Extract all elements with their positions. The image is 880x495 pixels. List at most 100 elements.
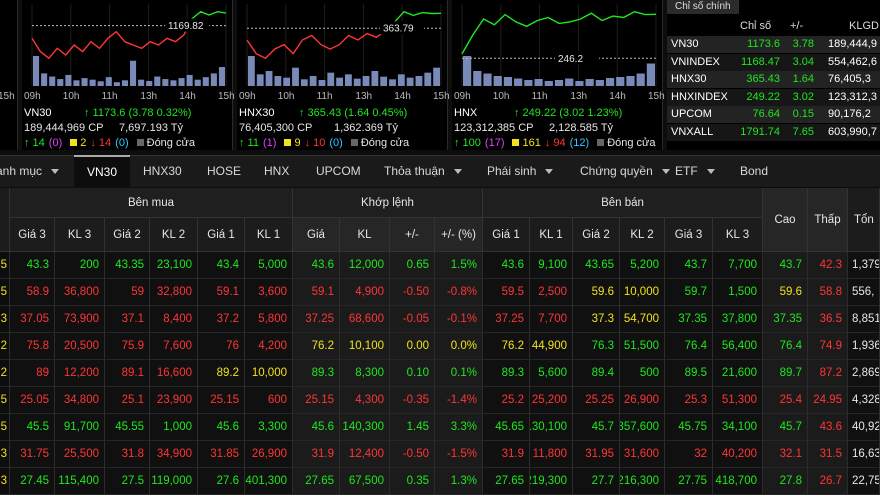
time-label: 09h	[454, 91, 471, 102]
index-value: 1791.74	[740, 126, 780, 138]
board-cell-text: 37.35	[773, 313, 802, 325]
volume-bar	[424, 72, 432, 86]
board-cell-text: 89	[36, 367, 49, 379]
board-cell-text: 8,400	[163, 313, 192, 325]
tab[interactable]: HOSE	[207, 155, 241, 187]
index-name-text: UPCOM	[671, 108, 712, 120]
table-header-text: Chỉ số	[740, 20, 772, 32]
board-cell: 27.65	[293, 468, 340, 495]
tab-bar	[0, 155, 880, 187]
reference-label: 246.2	[558, 54, 583, 65]
board-cell: 5,800	[245, 306, 293, 333]
board-cell: 43.7	[763, 252, 808, 279]
index-volume: 123,312,3	[828, 91, 877, 103]
tab-active[interactable]: VN30	[74, 155, 131, 187]
board-cell: 1.45	[390, 414, 435, 441]
board-cell: 59.7	[665, 279, 713, 306]
board-cell-text: 45.55	[115, 421, 144, 433]
board-cell-text: 59.1	[216, 286, 239, 298]
index-change-text: ↑ 1173.6 (3.78 0.32%)	[84, 107, 192, 119]
time-label: 13h	[570, 91, 587, 102]
board-cell: 76.4	[763, 333, 808, 360]
board-cell: 10,100	[340, 333, 390, 360]
board-cell: 59.1	[293, 279, 340, 306]
tab[interactable]: anh mục	[0, 155, 60, 187]
index-change-text: ↑ 249.22 (3.02 1.23%)	[514, 107, 623, 119]
board-cell: 51,500	[620, 333, 665, 360]
board-cell: 130,100	[530, 414, 573, 441]
board-cell: 59.5	[483, 279, 530, 306]
board-cell: 58.9	[10, 279, 55, 306]
board-cell-text: 25,200	[531, 394, 567, 406]
table-tab: Chỉ số chính	[667, 0, 739, 14]
column-header-text: Giá 1	[207, 228, 235, 241]
board-cell-text: 45.7	[591, 421, 614, 433]
board-cell: 26.7	[808, 468, 848, 495]
volume-bar	[274, 76, 282, 86]
table-header: KLGD	[849, 20, 879, 32]
board-cell-text: 34,100	[721, 421, 757, 433]
board-cell-text: 31.9	[311, 448, 334, 460]
status-square	[512, 139, 520, 146]
index-value: 249.22	[746, 91, 780, 103]
column-header-text: +/- (%)	[441, 228, 476, 241]
breadth-status: Đóng cửa	[607, 137, 656, 149]
dropdown-caret	[453, 168, 462, 174]
column-header: Giá 3	[665, 218, 713, 252]
index-value: 1173.6	[747, 38, 780, 50]
board-cell-text: 45.65	[495, 421, 524, 433]
volume-bar	[57, 79, 64, 86]
breadth-status: Đóng cửa	[146, 137, 195, 149]
tab[interactable]: ETF	[675, 155, 715, 187]
board-cell-text: 37.05	[20, 313, 49, 325]
reference-label: 363.79	[383, 24, 414, 35]
board-cell: 31.95	[573, 441, 620, 468]
board-cell: 7,600	[150, 333, 198, 360]
column-header-text: +/-	[405, 228, 419, 241]
index-change-text: 1.64	[792, 73, 814, 85]
board-cell-text: 89.4	[591, 367, 614, 379]
tab[interactable]: Chứng quyền	[580, 155, 670, 187]
value-text: 1,362.369 Tỷ	[334, 122, 398, 134]
board-cell-text: 119,000	[151, 475, 192, 487]
board-cell: 27.8	[763, 468, 808, 495]
board-cell: 67,500	[340, 468, 390, 495]
board-cell: 10,000	[620, 279, 665, 306]
table-header-text: KLGD	[849, 20, 879, 32]
board-cell-text: 12,200	[63, 367, 99, 379]
time-label-text: 15h	[0, 91, 15, 102]
board-cell-text: 130,100	[530, 421, 567, 433]
board-cell: 7,700	[530, 306, 573, 333]
board-cell: 0.65	[390, 252, 435, 279]
column-header-text: Thấp	[814, 213, 841, 226]
volume-bar	[362, 76, 370, 86]
board-cell: 43.35	[105, 252, 150, 279]
index-name: VNXALL	[671, 126, 713, 138]
index-change: 0.15	[793, 108, 814, 120]
board-cell-text: 5,600	[538, 367, 567, 379]
tab[interactable]: UPCOM	[316, 155, 361, 187]
board-cell: 4,200	[245, 333, 293, 360]
tab[interactable]: Phái sinh	[487, 155, 554, 187]
board-cell: 36,800	[55, 279, 105, 306]
board-cell-text: 76	[226, 340, 239, 352]
volume-bar	[585, 79, 594, 86]
board-cell-text: -0.8%	[446, 286, 477, 298]
board-cell: 0.00	[390, 333, 435, 360]
column-header-text: Tổn	[854, 213, 874, 226]
tab[interactable]: HNX30	[143, 155, 182, 187]
board-cell: 31.5	[808, 441, 848, 468]
tab[interactable]: HNX	[264, 155, 289, 187]
tab[interactable]: Thỏa thuận	[384, 155, 462, 187]
row-fragment-text: 3	[0, 475, 7, 487]
board-cell-text: 32,800	[156, 286, 192, 298]
board-cell-text: 89.2	[216, 367, 239, 379]
column-header: Tổn	[848, 188, 880, 252]
column-header-text: KL	[357, 228, 372, 241]
board-cell: 74.9	[808, 333, 848, 360]
column-header-text: Giá 2	[582, 228, 610, 241]
board-cell-text: 1.45	[406, 421, 429, 433]
tab[interactable]: Bond	[740, 155, 768, 187]
board-cell-text: 43.6	[819, 421, 842, 433]
index-change: 7.65	[793, 126, 814, 138]
